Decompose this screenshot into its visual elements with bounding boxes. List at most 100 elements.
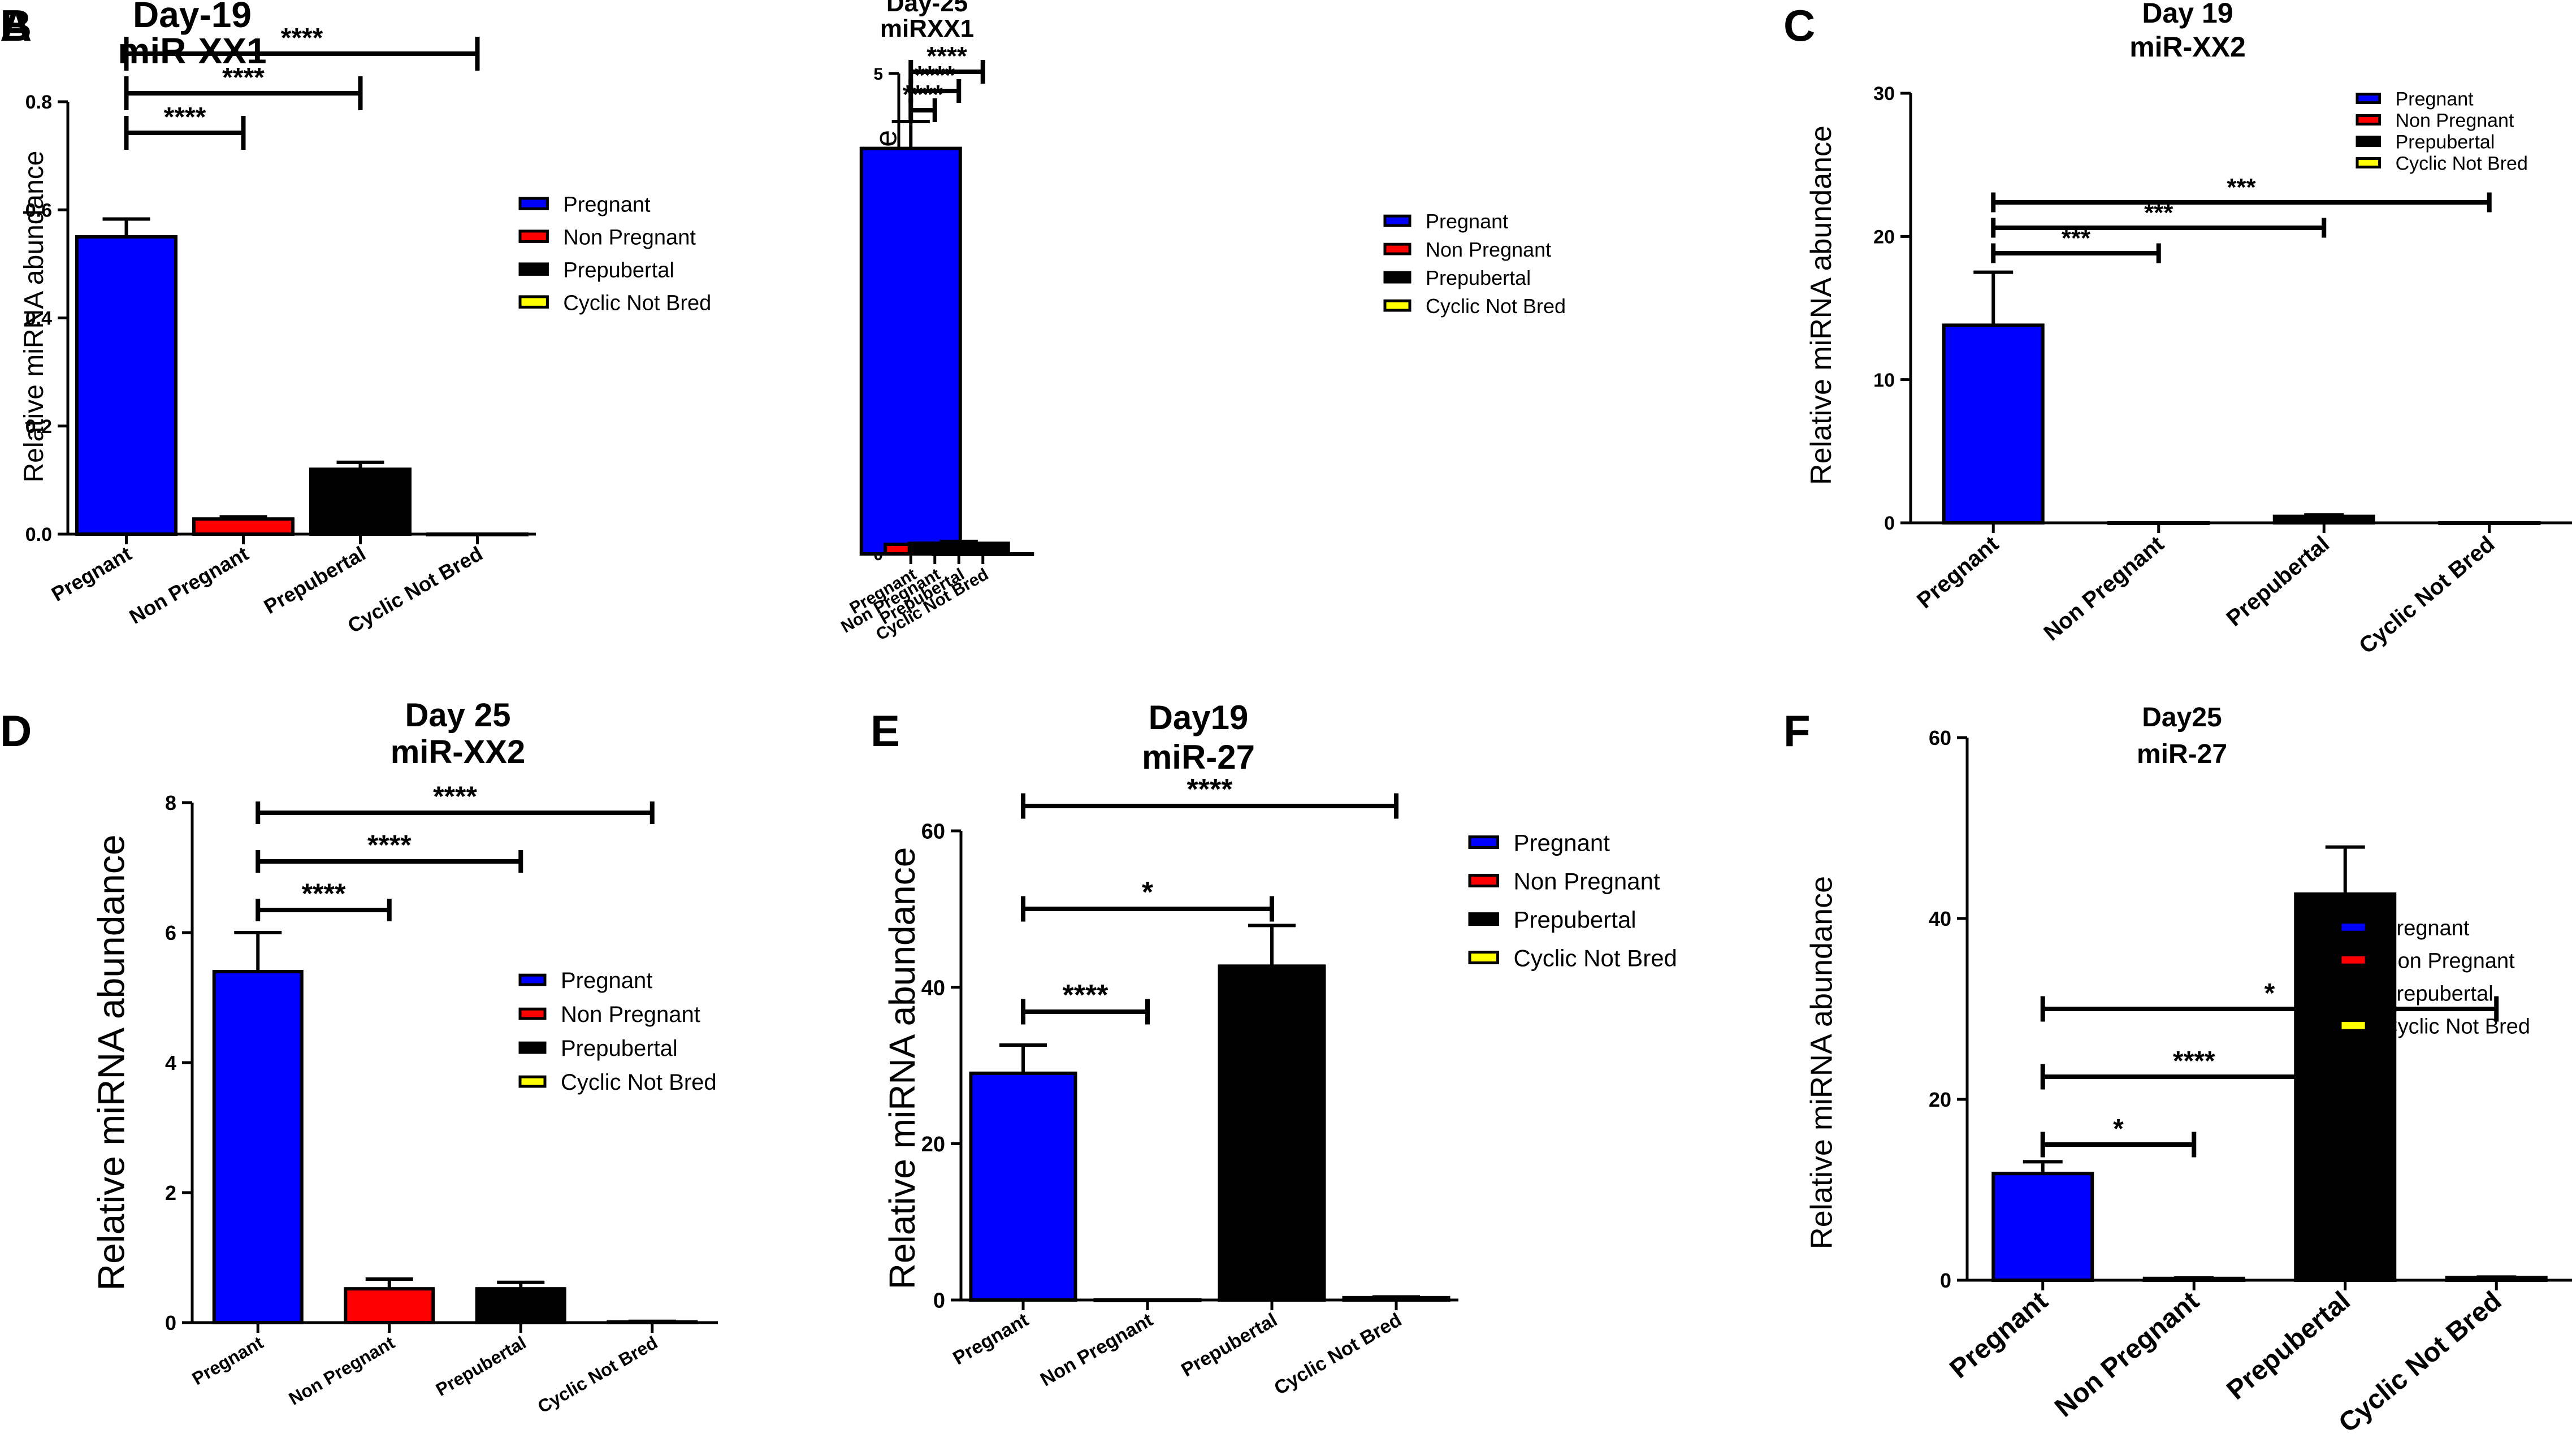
chart-title-line: miR-XX2 (391, 734, 526, 770)
x-tick-label: Pregnant (47, 541, 136, 606)
legend-swatch (1468, 874, 1499, 887)
bar-pregnant (969, 1071, 1077, 1302)
chart-title-line: Day-19 (133, 0, 252, 35)
significance-bracket: *** (1991, 174, 2492, 213)
legend-label: Non Pregnant (1426, 238, 1551, 261)
legend-swatch (2355, 135, 2382, 148)
x-tick-label: Non Pregnant (1037, 1309, 1157, 1390)
chart-title-line: miR-XX2 (2129, 31, 2246, 63)
panel-letter: E (871, 706, 900, 756)
chart-title-line: Day25 (2142, 703, 2222, 733)
significance-bracket: **** (1021, 979, 1150, 1025)
significance-label: **** (222, 63, 265, 93)
significance-label: **** (915, 60, 955, 90)
significance-bracket: **** (2040, 1046, 2348, 1090)
legend-swatch (1468, 912, 1499, 926)
x-tick-label: Prepubertal (432, 1332, 530, 1400)
bar-pregnant (859, 146, 962, 556)
bar-non-pregnant (192, 517, 295, 536)
y-tick-label: 4 (165, 1051, 176, 1074)
x-tick-label: Non Pregnant (2049, 1286, 2205, 1423)
significance-label: **** (1187, 773, 1233, 806)
significance-label: **** (367, 829, 412, 861)
bar-non-pregnant (344, 1287, 435, 1324)
y-tick-label: 5 (873, 65, 883, 84)
legend-swatch (518, 229, 549, 243)
bar-pregnant (212, 970, 304, 1324)
significance-label: **** (302, 878, 346, 909)
legend-label: Cyclic Not Bred (561, 1070, 717, 1095)
bar-prepubertal (2272, 514, 2375, 525)
panel-letter: D (0, 706, 32, 756)
y-tick-label: 0.8 (25, 92, 52, 113)
bar-prepubertal (475, 1287, 566, 1324)
chart-title-line: Day 25 (405, 697, 510, 734)
legend-label: Non Pregnant (561, 1002, 700, 1027)
panel-letter: F (1783, 706, 1811, 756)
x-tick-label: Prepubertal (2222, 531, 2334, 631)
legend-label: Prepubertal (1426, 266, 1531, 289)
chart-title-line: Day-25 (886, 0, 968, 17)
significance-label: *** (2227, 174, 2256, 201)
legend-label: Cyclic Not Bred (563, 292, 711, 315)
bar-prepubertal (309, 467, 412, 536)
y-tick-label: 0 (165, 1311, 176, 1334)
x-tick-label: Cyclic Not Bred (1271, 1309, 1405, 1399)
significance-bracket: **** (124, 23, 480, 71)
x-tick-label: Pregnant (1912, 531, 2003, 613)
significance-bracket: * (2040, 1114, 2197, 1158)
x-tick-label: Prepubertal (260, 541, 370, 618)
x-tick-label: Prepubertal (1177, 1309, 1281, 1381)
y-tick-label: 2 (165, 1181, 176, 1204)
legend-swatch (518, 1007, 547, 1020)
panel-letter: A (0, 1, 32, 50)
significance-bracket: **** (908, 60, 962, 103)
significance-label: **** (433, 781, 477, 812)
y-axis-label: Relative miRNA abundance (90, 834, 132, 1290)
legend-swatch (518, 295, 549, 309)
bar-prepubertal (1218, 964, 1326, 1302)
significance-label: **** (1063, 979, 1109, 1012)
y-axis-label: Relative miRNA abundance (882, 847, 923, 1290)
chart-title-line: miR-XX1 (118, 31, 266, 71)
y-tick-label: 0 (933, 1289, 945, 1313)
legend-swatch (518, 197, 549, 210)
legend-swatch (1383, 299, 1411, 312)
legend-label: Pregnant (563, 193, 651, 217)
significance-bracket: **** (1021, 773, 1398, 819)
panel-f: F Day25 miR-27 Relative miRNA abundance 0 20 4… (1783, 703, 2572, 1438)
chart-title-line: miRXX1 (880, 15, 974, 42)
significance-bracket: **** (124, 63, 363, 110)
significance-label: **** (2173, 1046, 2215, 1076)
bar-pregnant (1991, 1172, 2094, 1282)
y-tick-label: 0 (1940, 1269, 1951, 1292)
y-tick-label: 0.0 (25, 524, 52, 545)
significance-label: **** (926, 41, 967, 71)
legend-label: Cyclic Not Bred (2396, 153, 2528, 175)
legend-swatch (2339, 921, 2368, 934)
y-tick-label: 20 (921, 1133, 945, 1156)
legend-swatch (1468, 951, 1499, 964)
y-tick-label: 0.2 (25, 416, 52, 437)
legend-label: Prepubertal (1514, 907, 1636, 933)
legend-swatch (1383, 214, 1411, 227)
legend-swatch (518, 973, 547, 986)
chart-title-line: miR-27 (2137, 739, 2227, 769)
legend-swatch (2339, 1019, 2368, 1032)
y-tick-label: 8 (165, 791, 176, 814)
significance-bracket: **** (256, 781, 655, 824)
legend-swatch (1383, 271, 1411, 284)
significance-label: **** (281, 23, 323, 53)
legend-label: Pregnant (1514, 830, 1610, 856)
bar-pregnant (75, 235, 177, 536)
significance-label: * (2113, 1114, 2124, 1144)
y-tick-label: 40 (1929, 907, 1951, 930)
